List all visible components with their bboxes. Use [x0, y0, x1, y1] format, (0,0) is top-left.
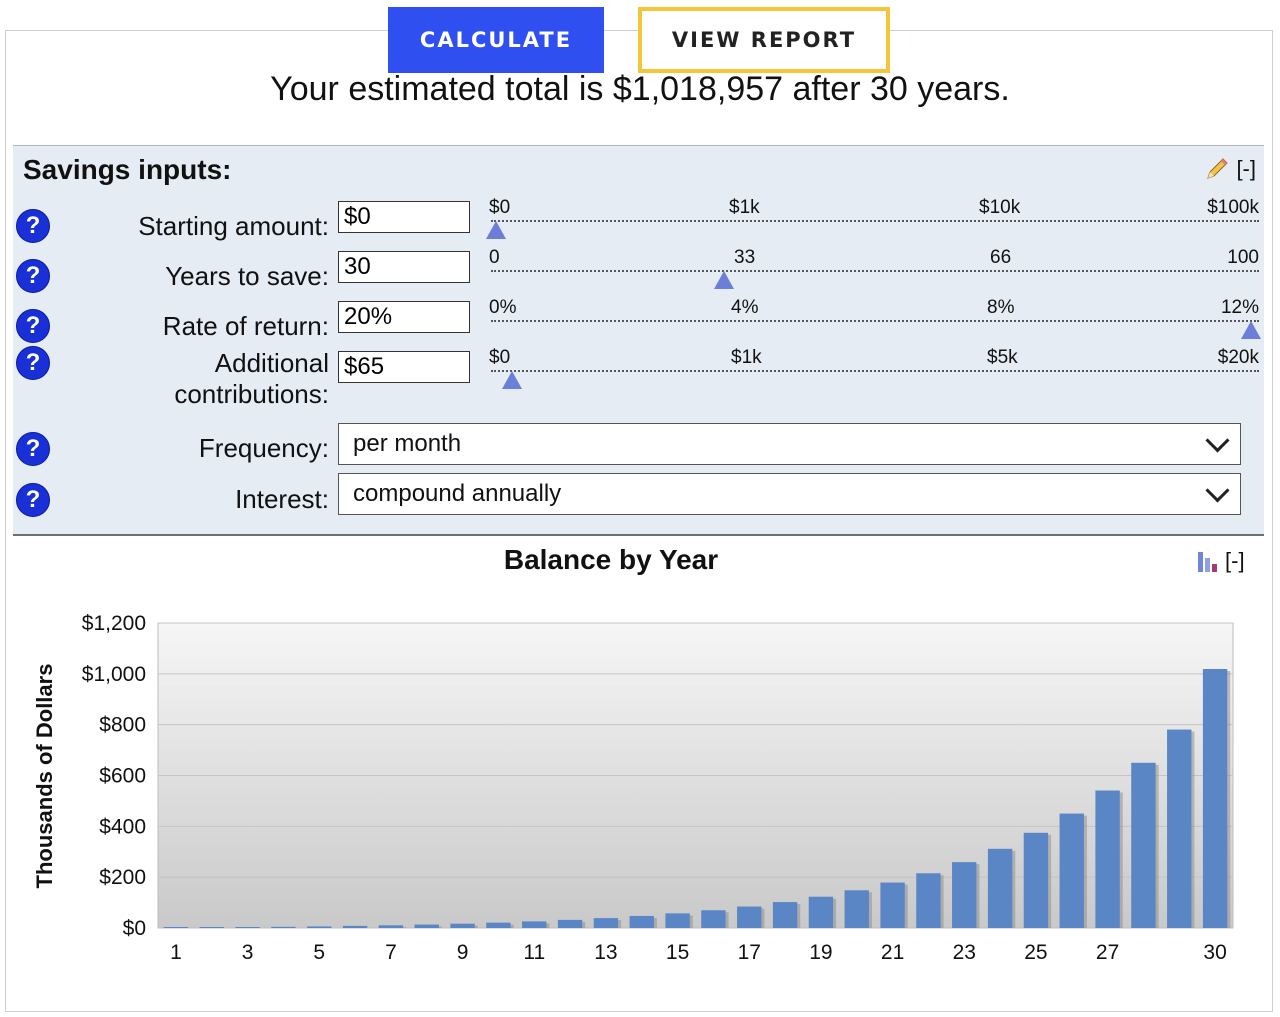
slider-tick: $0 [489, 347, 511, 368]
years-to-save-label: Years to save: [165, 261, 329, 291]
rate-of-return-label: Rate of return: [162, 311, 329, 341]
starting-amount-input[interactable] [338, 201, 470, 233]
slider-thumb[interactable] [1241, 321, 1261, 339]
slider-tick: $20k [1217, 347, 1259, 368]
slider-tick: 0% [489, 297, 517, 318]
frequency-value: per month [353, 430, 462, 457]
slider-thumb[interactable] [486, 221, 506, 239]
savings-inputs-panel: Savings inputs: [-] ? Starting amount: $… [13, 145, 1264, 536]
view-report-button[interactable]: VIEW REPORT [638, 7, 890, 73]
interest-select[interactable]: compound annually [338, 473, 1241, 515]
chart-title: Balance by Year [503, 544, 719, 575]
panel-tools: [-] [1204, 156, 1256, 182]
slider-tick: 100 [1227, 247, 1259, 268]
slider-thumb[interactable] [502, 371, 522, 389]
slider-thumb[interactable] [714, 271, 734, 289]
chevron-down-icon [1205, 478, 1230, 503]
interest-label: Interest: [235, 484, 329, 514]
years-to-save-input[interactable] [338, 251, 470, 283]
pencil-icon[interactable] [1204, 156, 1230, 182]
slider-tick: $1k [729, 197, 760, 218]
starting-amount-slider[interactable]: $0 $1k $10k $100k [486, 197, 1259, 239]
slider-tick: $10k [979, 197, 1021, 218]
interest-value: compound annually [353, 480, 562, 507]
help-icon-rate-of-return[interactable]: ? [16, 309, 50, 343]
slider-tick: 12% [1220, 297, 1259, 318]
help-icon-years-to-save[interactable]: ? [16, 259, 50, 293]
slider-tick: 33 [734, 247, 756, 268]
slider-tick: $5k [987, 347, 1018, 368]
rate-of-return-input[interactable] [338, 301, 470, 333]
slider-tick: 66 [990, 247, 1012, 268]
slider-tick: $0 [489, 197, 511, 218]
help-icon-interest[interactable]: ? [16, 483, 50, 517]
collapse-inputs-button[interactable]: [-] [1236, 156, 1256, 181]
additional-contributions-label-line2: contributions: [174, 379, 329, 409]
additional-contributions-label-line1: Additional [214, 348, 329, 378]
slider-tick: 0 [489, 247, 500, 268]
rate-of-return-slider[interactable]: 0% 4% 8% 12% [489, 297, 1261, 339]
slider-tick: 8% [987, 297, 1015, 318]
help-icon-frequency[interactable]: ? [16, 432, 50, 466]
slider-tick: $1k [731, 347, 762, 368]
frequency-label: Frequency: [198, 433, 329, 463]
help-icon-starting-amount[interactable]: ? [16, 209, 50, 243]
help-icon-additional-contributions[interactable]: ? [16, 346, 50, 380]
estimated-total-text: Your estimated total is $1,018,957 after… [270, 70, 1010, 108]
slider-tick: $100k [1207, 197, 1259, 218]
calculate-button[interactable]: CALCULATE [388, 7, 604, 73]
starting-amount-label: Starting amount: [138, 211, 329, 241]
chevron-down-icon [1205, 428, 1230, 453]
slider-tick: 4% [731, 297, 759, 318]
chart-tools: [-] [1198, 548, 1245, 574]
years-to-save-slider[interactable]: 0 33 66 100 [489, 247, 1259, 289]
frequency-select[interactable]: per month [338, 423, 1241, 465]
additional-contributions-input[interactable] [338, 351, 470, 383]
collapse-chart-button[interactable]: [-] [1225, 548, 1245, 573]
panel-title: Savings inputs: [23, 154, 232, 185]
additional-contributions-slider[interactable]: $0 $1k $5k $20k [489, 347, 1259, 389]
chart-type-icon[interactable] [1198, 550, 1217, 572]
